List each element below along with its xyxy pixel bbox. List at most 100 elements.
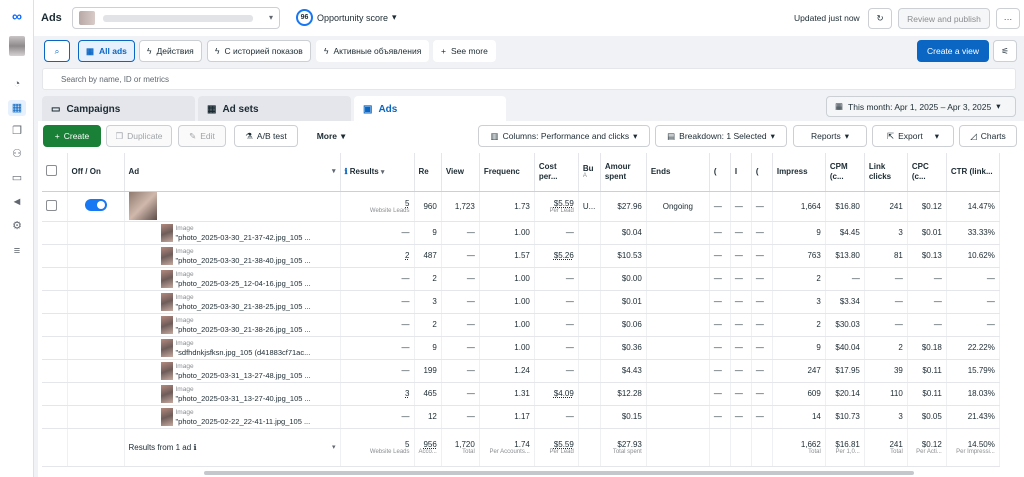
duplicate-button[interactable]: ❐ Duplicate [106,125,172,147]
table-row[interactable]: Image "photo_2025-03-31_13-27-40.jpg_105 … [42,382,1000,406]
select-all-checkbox[interactable] [46,165,57,177]
ad-name[interactable]: "photo_2025-03-30_21-38-25.jpg_105 ... [175,302,311,311]
view-all-ads[interactable]: ▦ All ads [78,40,135,62]
date-range-picker[interactable]: ▦ This month: Apr 1, 2025 – Apr 3, 2025 … [826,96,1016,117]
col-budget[interactable]: Bu A [578,153,601,192]
ad-cell[interactable]: Image "photo_2025-03-30_21-38-25.jpg_105 … [124,290,341,314]
col-amount-spent[interactable]: Amour spent [600,153,647,192]
col-ctr[interactable]: CTR (link... [946,153,1000,192]
ad-cell[interactable]: Image "photo_2025-03-31_13-27-48.jpg_105 … [124,359,341,383]
chevron-down-icon[interactable]: ▾ [331,443,336,451]
ad-cell[interactable]: Image "sdfhdnkjsfksn.jpg_105 (d41883cf71a… [124,336,341,360]
account-avatar[interactable] [9,36,25,56]
col-results[interactable]: ℹ Results ▾ [340,153,415,192]
col-ad[interactable]: Ad ▾ [124,153,341,192]
total-value[interactable]: 956 [423,439,437,449]
megaphone-icon[interactable]: ◄ [11,196,23,208]
ad-name[interactable]: "photo_2025-02-22_22-41-11.jpg_105 ... [175,417,311,426]
search-bar[interactable] [42,68,1016,90]
cell-value[interactable]: $4.09 [553,389,574,398]
row-checkbox[interactable] [46,199,57,211]
menu-icon[interactable]: ≡ [13,245,21,257]
create-button[interactable]: + Create [43,125,101,147]
col-reach[interactable]: Re [414,153,442,192]
ad-name[interactable]: "photo_2025-03-25_12-04-16.jpg_105 ... [175,279,311,288]
tab-adsets[interactable]: ▦ Ad sets [198,96,351,122]
col-views[interactable]: View [441,153,480,192]
col-ends[interactable]: Ends [646,153,710,192]
col-cpm[interactable]: CPM (c... [825,153,865,192]
ad-name[interactable]: "photo_2025-03-30_21-37-42.jpg_105 ... [175,233,311,242]
see-more-views[interactable]: + See more [433,40,496,62]
review-publish-button[interactable]: Review and publish [898,8,990,29]
cell-value[interactable]: 3 [405,389,410,398]
ad-cell[interactable]: Image "photo_2025-02-22_22-41-11.jpg_105 … [124,405,341,429]
tab-campaigns[interactable]: ▭ Campaigns [42,96,195,122]
table-row[interactable]: Image "sdfhdnkjsfksn.jpg_105 (d41883cf71a… [42,336,1000,360]
results-value[interactable]: 5 [405,198,410,208]
cell-value[interactable]: $5.26 [553,251,574,260]
view-impression-history[interactable]: ϟ С историей показов [207,40,311,62]
ad-cell[interactable]: Image "photo_2025-03-30_21-38-26.jpg_105 … [124,313,341,337]
reports-button[interactable]: Reports ▾ [793,125,867,147]
toggle-cell[interactable] [67,191,125,222]
ad-cell[interactable]: Image "photo_2025-03-31_13-27-40.jpg_105 … [124,382,341,406]
ad-cell[interactable]: Image "photo_2025-03-25_12-04-16.jpg_105 … [124,267,341,291]
ad-name[interactable]: "photo_2025-03-30_21-38-26.jpg_105 ... [175,325,311,334]
ad-name[interactable]: "photo_2025-03-30_21-38-40.jpg_105 ... [175,256,311,265]
col-hidden-2[interactable]: I [730,153,752,192]
ad-name[interactable]: "sdfhdnkjsfksn.jpg_105 (d41883cf71ac... [175,348,311,357]
search-toggle-button[interactable]: ⌕ [44,40,70,62]
col-cost[interactable]: Cost per... [534,153,579,192]
table-row[interactable]: Image "photo_2025-03-30_21-38-26.jpg_105 … [42,313,1000,337]
ad-name[interactable]: "photo_2025-03-31_13-27-48.jpg_105 ... [175,371,311,380]
tab-ads[interactable]: ▣ Ads [354,96,506,123]
table-row[interactable]: Image "photo_2025-03-30_21-37-42.jpg_105 … [42,221,1000,245]
total-value[interactable]: $5.59 [553,439,574,449]
col-cpc[interactable]: CPC (c... [907,153,947,192]
edit-button[interactable]: ✎ Edit [178,125,226,147]
ad-cell[interactable]: Image "photo_2025-03-30_21-37-42.jpg_105 … [124,221,341,245]
ad-cell[interactable] [124,191,341,222]
table-row[interactable]: Image "photo_2025-03-25_12-04-16.jpg_105 … [42,267,1000,291]
table-row[interactable]: Image "photo_2025-03-30_21-38-40.jpg_105 … [42,244,1000,268]
refresh-button[interactable]: ↻ [868,8,892,29]
table-row[interactable]: Image "photo_2025-02-22_22-41-11.jpg_105 … [42,405,1000,429]
ads-manager-icon[interactable]: ▦ [8,100,26,116]
export-button[interactable]: ⇱ Export ▾ [872,125,954,147]
view-actions[interactable]: ϟ Действия [139,40,202,62]
ad-toggle[interactable] [84,199,107,211]
charts-button[interactable]: ◿ Charts [959,125,1017,147]
ab-test-button[interactable]: ⚗ A/B test [234,125,298,147]
table-row[interactable]: 5 Website Leads 960 1,723 1.73 $5.59 Per L… [42,191,1000,222]
table-row[interactable]: Image "photo_2025-03-30_21-38-25.jpg_105 … [42,290,1000,314]
create-view-button[interactable]: Create a view [917,40,989,62]
opportunity-score[interactable]: 96 Opportunity score ▾ [296,9,397,26]
table-row[interactable]: Image "photo_2025-03-31_13-27-48.jpg_105 … [42,359,1000,383]
audiences-icon[interactable]: ⚇ [12,148,22,160]
columns-button[interactable]: ▥ Columns: Performance and clicks ▾ [478,125,650,147]
col-hidden-3[interactable]: ( [751,153,773,192]
dashboard-icon[interactable]: ◔ [13,78,21,90]
view-active-ads[interactable]: ϟ Активные объявления [316,40,430,62]
col-off-on[interactable]: Off / On [67,153,125,192]
ad-name[interactable]: "photo_2025-03-31_13-27-40.jpg_105 ... [175,394,311,403]
billing-icon[interactable]: ▭ [11,172,23,184]
pages-icon[interactable]: ❐ [12,125,22,137]
horizontal-scrollbar[interactable] [204,471,914,475]
col-frequency[interactable]: Frequenc [479,153,535,192]
col-hidden-1[interactable]: ( [709,153,731,192]
cost-value[interactable]: $5.59 [553,198,574,208]
more-button[interactable]: More ▾ [306,125,356,147]
cell-value[interactable]: 2 [405,251,410,260]
search-input[interactable] [43,69,1015,89]
select-all-cell[interactable] [42,153,68,192]
meta-logo-icon[interactable]: ∞ [12,8,22,24]
account-selector[interactable]: ▾ [72,7,280,29]
more-options-button[interactable]: ··· [996,8,1020,29]
col-impressions[interactable]: Impress [772,153,826,192]
row-select-cell[interactable] [42,191,68,222]
integrations-icon[interactable]: ⚙ [12,220,22,232]
breakdown-button[interactable]: ▤ Breakdown: 1 Selected ▾ [655,125,787,147]
view-settings-button[interactable]: ⚟ [993,40,1017,62]
